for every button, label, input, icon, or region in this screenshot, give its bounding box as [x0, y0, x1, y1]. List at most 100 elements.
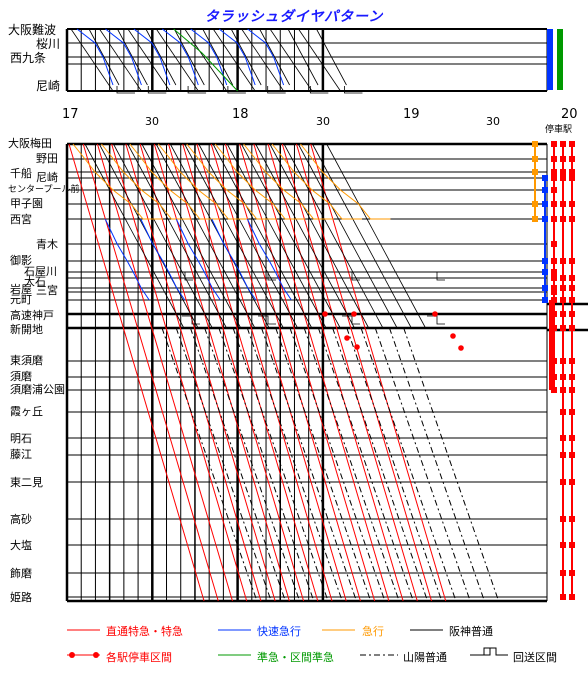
- each-stop-dot: [354, 344, 360, 350]
- station-label: 西宮: [10, 213, 32, 226]
- hour-label: 20: [561, 107, 578, 122]
- stop-marker: [551, 241, 557, 247]
- station-label: 東須磨: [10, 354, 43, 367]
- station-label: 野田: [36, 152, 58, 165]
- stop-marker: [560, 141, 566, 147]
- stop-marker: [569, 216, 575, 222]
- stop-marker: [551, 141, 557, 147]
- sanyo-local-line: [317, 327, 414, 602]
- limited-express-line: [310, 143, 447, 602]
- top-rapid-express-line: [247, 28, 285, 86]
- sanyo-local-line: [161, 327, 258, 602]
- station-label: 新開地: [10, 323, 43, 336]
- stop-marker: [560, 570, 566, 576]
- rapid-express-line: [246, 218, 292, 301]
- stop-station-header: 停車駅: [545, 125, 573, 135]
- top-train-line: [117, 28, 148, 86]
- station-label: 高砂: [10, 513, 32, 526]
- express-line: [129, 143, 220, 220]
- stop-marker: [551, 156, 557, 162]
- hanshin-local-line: [241, 143, 341, 329]
- stop-column-line: [544, 178, 546, 300]
- stop-marker: [532, 169, 538, 175]
- stop-marker: [560, 175, 566, 181]
- top-deadhead-mark: [147, 86, 167, 94]
- station-label: 甲子園: [10, 197, 43, 210]
- hanshin-local-line: [113, 143, 213, 329]
- sanyo-local-line: [388, 327, 485, 602]
- express-line: [214, 143, 306, 220]
- stop-marker: [569, 358, 575, 364]
- each-stop-dot: [450, 333, 456, 339]
- stop-marker: [560, 387, 566, 393]
- limited-express-line: [125, 143, 262, 602]
- each-stop-dot: [432, 311, 438, 317]
- top-deadhead-mark: [267, 86, 286, 94]
- stop-marker: [569, 570, 575, 576]
- stop-marker: [569, 285, 575, 291]
- stop-marker: [560, 201, 566, 207]
- rapid-express-line: [140, 218, 186, 301]
- legend-rapid-ltd-label: 直通特急・特急: [106, 625, 183, 638]
- minute-label: 30: [316, 115, 330, 128]
- stop-marker: [569, 409, 575, 415]
- stop-marker: [551, 269, 557, 275]
- rapid-express-line: [175, 218, 221, 301]
- stop-marker: [569, 542, 575, 548]
- stop-marker: [551, 275, 557, 281]
- top-train-line: [99, 28, 142, 92]
- station-label: 大阪難波: [8, 23, 57, 37]
- express-line: [271, 143, 363, 220]
- legend-express-label: 急行: [362, 625, 384, 638]
- stop-marker: [560, 258, 566, 264]
- top-train-line: [127, 28, 171, 92]
- stop-marker: [551, 175, 557, 181]
- station-label: 大石: [24, 275, 46, 288]
- limited-express-line: [239, 143, 376, 602]
- hanshin-local-line: [326, 143, 426, 329]
- stop-marker: [569, 258, 575, 264]
- stop-marker: [532, 141, 538, 147]
- top-deadhead-mark: [116, 86, 135, 94]
- station-label: 須磨: [10, 370, 32, 383]
- station-label: 岩屋: [10, 283, 32, 296]
- limited-express-line: [295, 143, 433, 602]
- limited-express-line: [281, 143, 418, 602]
- stop-marker: [560, 216, 566, 222]
- station-label: 尼崎: [36, 79, 61, 93]
- top-train-line: [202, 28, 234, 86]
- hanshin-local-line: [283, 143, 384, 329]
- deadhead-mark: [258, 315, 276, 325]
- sanyo-local-line: [246, 327, 343, 602]
- legend-rapid-exp-label: 快速急行: [257, 625, 301, 638]
- stop-marker: [569, 516, 575, 522]
- legend-each-stop-label: 各駅停車区間: [106, 651, 172, 664]
- hanshin-local-line: [184, 143, 284, 329]
- limited-express-line: [267, 143, 404, 602]
- stop-marker: [569, 594, 575, 600]
- top-train-line: [230, 28, 262, 86]
- legend-dot: [93, 652, 99, 658]
- top-train-line: [173, 28, 205, 86]
- express-line: [243, 143, 334, 220]
- sanyo-local-line: [175, 327, 272, 602]
- deadhead-mark: [342, 315, 360, 325]
- hanshin-local-line: [155, 143, 256, 329]
- stop-marker: [551, 216, 557, 222]
- stop-marker: [551, 187, 557, 193]
- top-train-line: [145, 28, 177, 86]
- sanyo-local-line: [332, 327, 428, 602]
- sanyo-local-line: [261, 327, 357, 602]
- limited-express-line: [82, 143, 219, 602]
- stop-marker: [542, 285, 548, 291]
- stop-marker: [569, 479, 575, 485]
- limited-express-line: [139, 143, 276, 602]
- stop-marker: [542, 216, 548, 222]
- hanshin-local-line: [141, 143, 242, 329]
- deadhead-mark: [182, 315, 200, 325]
- top-train-line: [298, 28, 341, 92]
- stop-marker: [569, 452, 575, 458]
- hanshin-local-line: [198, 143, 298, 329]
- each-stop-dot: [322, 311, 328, 317]
